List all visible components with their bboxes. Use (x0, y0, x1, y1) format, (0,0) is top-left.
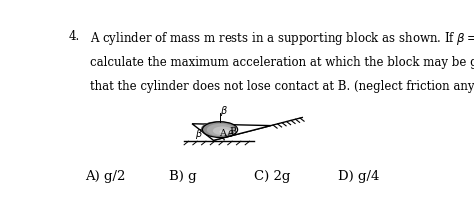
Text: $\beta$: $\beta$ (195, 127, 203, 141)
Circle shape (213, 127, 232, 135)
Circle shape (207, 124, 234, 136)
Circle shape (203, 122, 236, 137)
Polygon shape (192, 124, 271, 140)
Text: A: A (219, 129, 226, 138)
Circle shape (219, 129, 230, 134)
Text: $\beta$: $\beta$ (219, 104, 228, 118)
Text: calculate the maximum acceleration at which the block may be given up the inclin: calculate the maximum acceleration at wh… (91, 56, 474, 69)
Text: A) g/2: A) g/2 (85, 170, 125, 183)
Circle shape (201, 121, 236, 137)
Text: C) 2g: C) 2g (254, 170, 290, 183)
Text: B) g: B) g (169, 170, 197, 183)
Text: B: B (229, 127, 237, 136)
Text: A cylinder of mass m rests in a supporting block as shown. If $\beta=60°$ and $\: A cylinder of mass m rests in a supporti… (91, 30, 474, 47)
Text: $\theta$: $\theta$ (228, 128, 235, 139)
Text: that the cylinder does not lose contact at B. (neglect friction anywhere): that the cylinder does not lose contact … (91, 80, 474, 93)
Text: D) g/4: D) g/4 (338, 170, 380, 183)
Text: 4.: 4. (68, 30, 80, 43)
